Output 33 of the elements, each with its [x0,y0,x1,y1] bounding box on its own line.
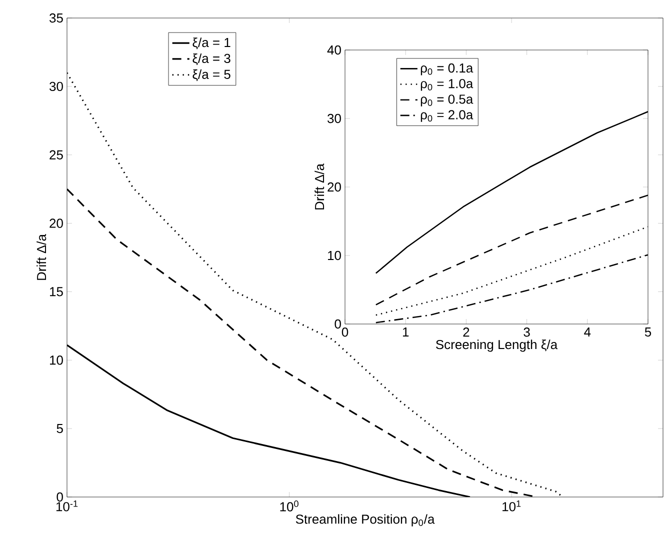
legend-label: ξ/a = 5 [192,69,230,82]
y-tick-label: 5 [56,424,63,434]
y-tick-label: 30 [328,114,341,124]
y-tick-label: 25 [50,150,63,160]
x-axis-title: Screening Length ξ/a [436,340,558,352]
x-axis-title: Streamline Position ρ$_{0}$/a [296,514,435,526]
y-tick-label: 0 [56,492,63,502]
y-tick-label: 15 [50,287,63,296]
y-axis-title: Drift Δ/a [36,234,46,280]
legend-label: ρ$_{0}$ = 2.0a [420,110,474,122]
y-tick-label: 20 [328,182,341,192]
x-tick-label: 10$^{1}$ [502,500,521,512]
y-tick-label: 10 [50,356,63,365]
legend-label: ρ$_{0}$ = 1.0a [420,78,474,91]
y-axis-title: Drift Δ/a [314,164,324,210]
x-tick-label: 1 [402,328,409,336]
y-tick-label: 0 [334,319,341,329]
y-tick-label: 10 [328,250,341,260]
y-tick-label: 40 [327,45,341,55]
legend-label: ξ/a = 1 [192,38,230,50]
x-tick-label: 2 [463,328,470,337]
y-tick-label: 35 [50,13,63,23]
legend-label: ρ$_{0}$ = 0.1a [420,63,474,76]
x-tick-label: 10$^{-1}$ [56,500,78,512]
y-tick-label: 20 [50,218,63,228]
x-tick-label: 0 [342,328,348,337]
x-tick-label: 4 [584,328,591,336]
x-tick-label: 3 [524,328,530,337]
x-tick-label: 5 [644,328,652,337]
legend-label: ρ$_{0}$ = 0.5a [420,94,474,106]
x-tick-label: 10$^{0}$ [280,500,298,512]
legend-label: ξ/a = 3 [192,53,230,66]
y-tick-label: 30 [50,82,63,92]
